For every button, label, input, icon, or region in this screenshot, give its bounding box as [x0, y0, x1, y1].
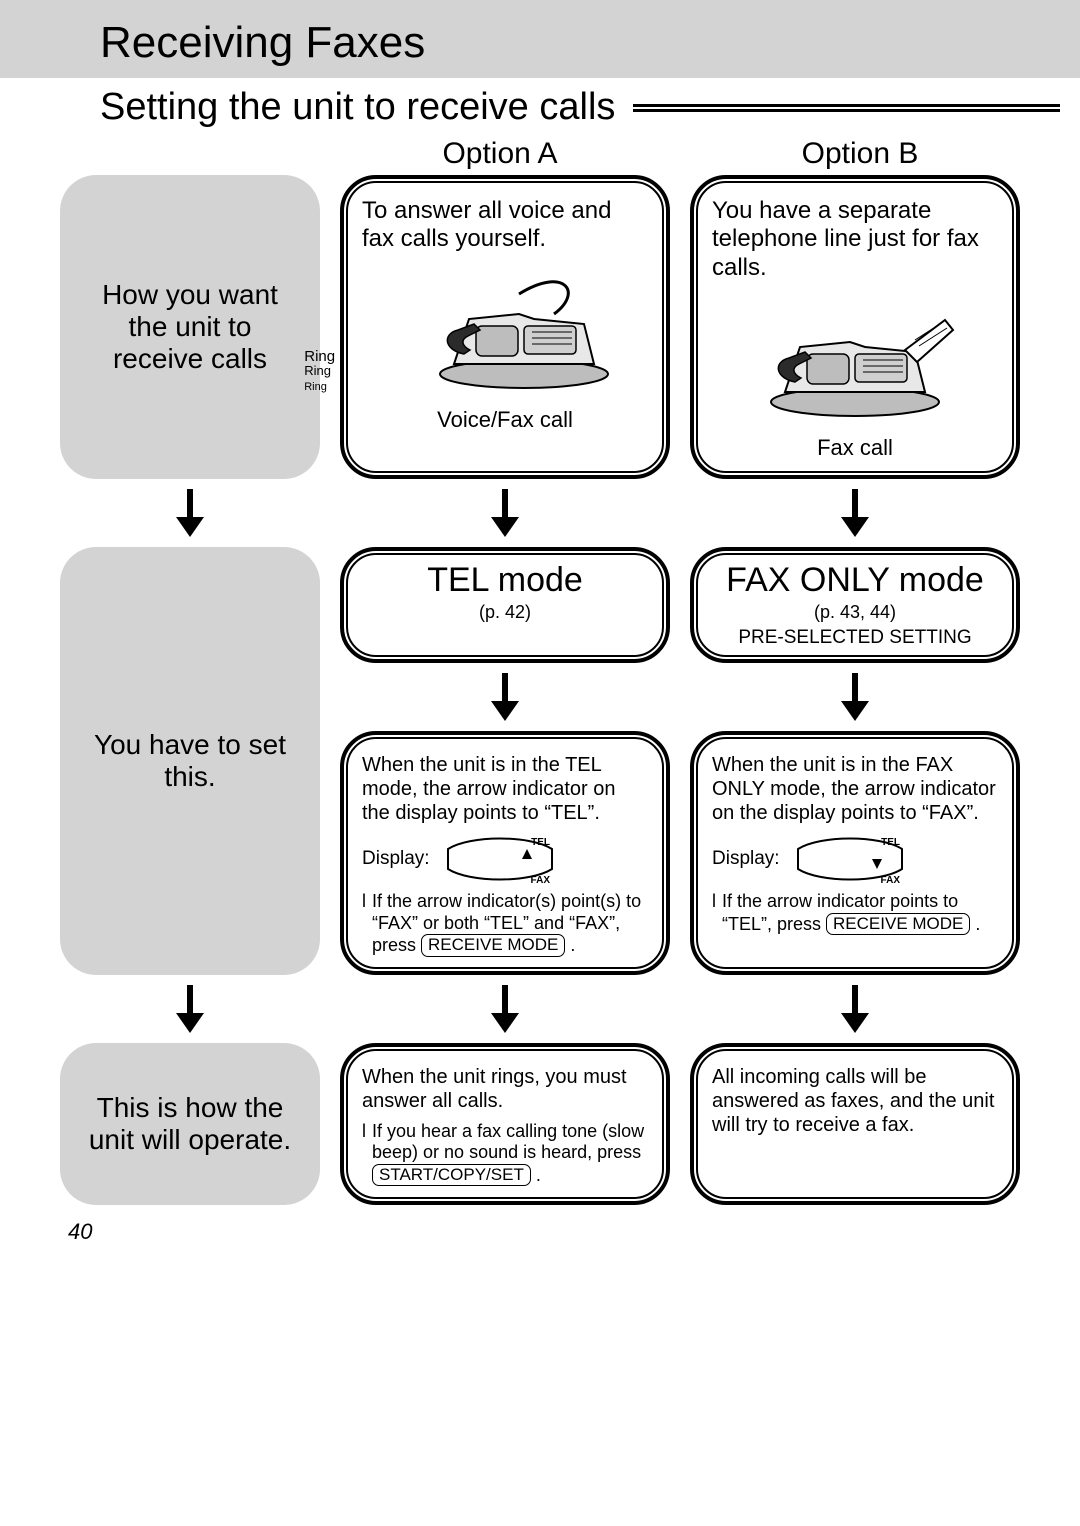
- option-b-header: Option B: [680, 137, 1040, 171]
- sidebar-set-text: You have to set this.: [84, 729, 296, 793]
- fax-machine-icon: [755, 292, 955, 422]
- optB-mode-preset: PRE-SELECTED SETTING: [706, 627, 1004, 649]
- display-indicator-icon: TEL FAX: [790, 833, 910, 885]
- optA-set-para: When the unit is in the TEL mode, the ar…: [362, 753, 648, 825]
- optA-op-bullet-pre: If you hear a fax calling tone (slow bee…: [372, 1121, 644, 1163]
- optA-set-bullet: l If the arrow indicator(s) point(s) to …: [362, 891, 648, 957]
- optB-call-type: Fax call: [712, 435, 998, 461]
- ring-label: Ring Ring Ring: [304, 350, 335, 393]
- subtitle: Setting the unit to receive calls: [100, 86, 615, 129]
- fax-machine-icon: [424, 264, 624, 394]
- receive-mode-button: RECEIVE MODE: [826, 913, 970, 935]
- optB-set-para: When the unit is in the FAX ONLY mode, t…: [712, 753, 998, 825]
- optA-mode-page: (p. 42): [356, 602, 654, 623]
- option-headers: Option A Option B: [0, 131, 1080, 175]
- header-title: Receiving Faxes: [100, 18, 425, 67]
- optA-set-bullet-post: .: [570, 935, 575, 955]
- colB-arrow-2: [690, 675, 1020, 719]
- arrow-down-icon: [178, 489, 202, 537]
- optB-fax-illustration: [712, 292, 998, 429]
- optB-set-card: When the unit is in the FAX ONLY mode, t…: [690, 731, 1020, 975]
- sidebar-set: You have to set this.: [60, 547, 320, 975]
- ring2: Ring: [304, 363, 331, 378]
- sidebar-operate: This is how the unit will operate.: [60, 1043, 320, 1205]
- optB-mode-page: (p. 43, 44): [706, 602, 1004, 623]
- sidebar-how-text: How you want the unit to receive calls: [84, 279, 296, 375]
- arrow-down-icon: [178, 985, 202, 1033]
- side-arrow-1: [60, 491, 320, 535]
- main-grid: How you want the unit to receive calls T…: [0, 175, 1080, 1215]
- optB-mode-title: FAX ONLY mode: [706, 561, 1004, 600]
- arrow-down-icon: [843, 985, 867, 1033]
- optB-op-para: All incoming calls will be answered as f…: [712, 1065, 998, 1137]
- optA-intro-text: To answer all voice and fax calls yourse…: [362, 197, 648, 254]
- side-arrow-2: [60, 987, 320, 1031]
- optB-display-row: Display: TEL FAX: [712, 833, 998, 885]
- optA-intro-card: To answer all voice and fax calls yourse…: [340, 175, 670, 479]
- optA-fax-illustration: Ring Ring Ring: [362, 264, 648, 401]
- colB-arrow-3: [690, 987, 1020, 1031]
- optB-operate-card: All incoming calls will be answered as f…: [690, 1043, 1020, 1205]
- colA-arrow-1: [340, 491, 670, 535]
- colA-arrow-2: [340, 675, 670, 719]
- optB-intro-card: You have a separate telephone line just …: [690, 175, 1020, 479]
- option-a-header: Option A: [320, 137, 680, 171]
- optA-display-row: Display: TEL FAX: [362, 833, 648, 885]
- arrow-down-icon: [843, 673, 867, 721]
- optA-display-label: Display:: [362, 848, 430, 870]
- header-bar: Receiving Faxes: [0, 0, 1080, 78]
- optA-op-bullet-post: .: [536, 1165, 541, 1185]
- optA-op-para: When the unit rings, you must answer all…: [362, 1065, 648, 1113]
- arrow-down-icon: [493, 489, 517, 537]
- page-number: 40: [0, 1215, 1080, 1257]
- bullet-icon: l: [362, 1121, 366, 1187]
- colA-arrow-3: [340, 987, 670, 1031]
- optA-mode-card: TEL mode (p. 42): [340, 547, 670, 663]
- arrow-down-icon: [843, 489, 867, 537]
- sidebar-how: How you want the unit to receive calls: [60, 175, 320, 479]
- bullet-icon: l: [712, 891, 716, 935]
- optA-set-bullet-text: If the arrow indicator(s) point(s) to “F…: [372, 891, 648, 957]
- optA-call-type: Voice/Fax call: [362, 407, 648, 433]
- ring3: Ring: [304, 381, 327, 393]
- optA-op-bullet-text: If you hear a fax calling tone (slow bee…: [372, 1121, 648, 1187]
- disp-tel: TEL: [531, 837, 550, 848]
- optA-mode-title: TEL mode: [356, 561, 654, 600]
- optB-display-label: Display:: [712, 848, 780, 870]
- subtitle-row: Setting the unit to receive calls: [0, 78, 1080, 131]
- arrow-down-icon: [493, 673, 517, 721]
- optA-set-card: When the unit is in the TEL mode, the ar…: [340, 731, 670, 975]
- optB-set-bullet-post: .: [975, 914, 980, 934]
- subtitle-rule: [633, 104, 1060, 112]
- start-copy-set-button: START/COPY/SET: [372, 1164, 531, 1186]
- optA-operate-card: When the unit rings, you must answer all…: [340, 1043, 670, 1205]
- optB-set-bullet-text: If the arrow indicator points to “TEL”, …: [722, 891, 998, 935]
- disp-fax: FAX: [530, 875, 550, 885]
- bullet-icon: l: [362, 891, 366, 957]
- sidebar-operate-text: This is how the unit will operate.: [84, 1092, 296, 1156]
- optB-mode-card: FAX ONLY mode (p. 43, 44) PRE-SELECTED S…: [690, 547, 1020, 663]
- optB-set-bullet: l If the arrow indicator points to “TEL”…: [712, 891, 998, 935]
- colB-arrow-1: [690, 491, 1020, 535]
- optB-intro-text: You have a separate telephone line just …: [712, 197, 998, 282]
- receive-mode-button: RECEIVE MODE: [421, 934, 565, 956]
- disp-tel: TEL: [881, 837, 900, 848]
- display-indicator-icon: TEL FAX: [440, 833, 560, 885]
- disp-fax: FAX: [880, 875, 900, 885]
- optA-op-bullet: l If you hear a fax calling tone (slow b…: [362, 1121, 648, 1187]
- arrow-down-icon: [493, 985, 517, 1033]
